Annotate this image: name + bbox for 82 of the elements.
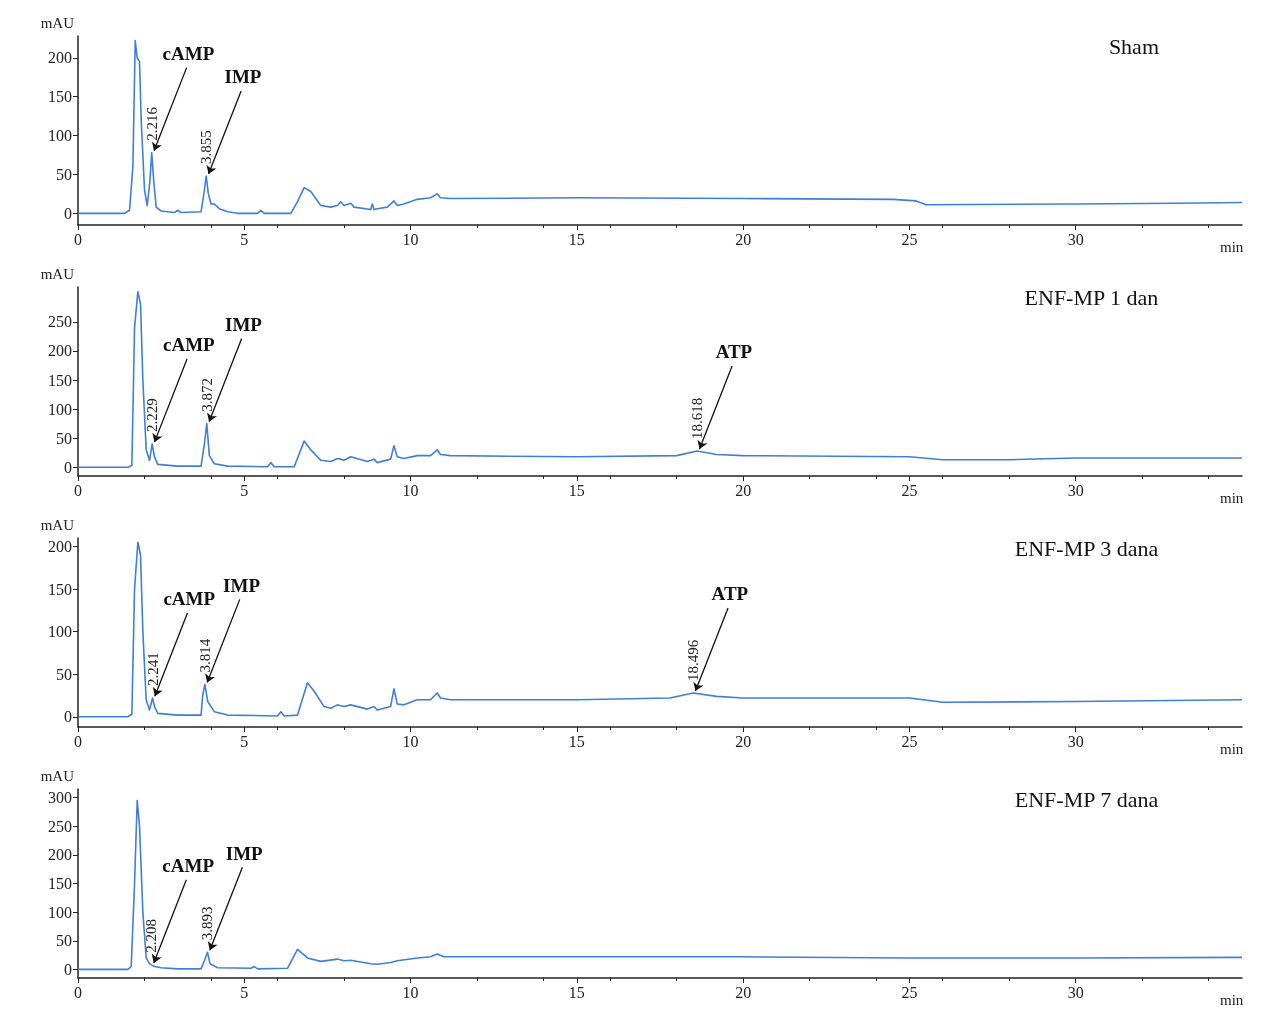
- y-tick-label: 0: [64, 458, 72, 476]
- annotation: 3.855: [198, 130, 215, 164]
- x-axis-title: min: [1220, 991, 1244, 1008]
- x-tick-label: 15: [568, 732, 585, 750]
- y-tick-label: 200: [48, 538, 72, 556]
- x-tick-label: 10: [402, 481, 419, 499]
- x-axis-title: min: [1220, 740, 1244, 757]
- annotation: ATP: [715, 341, 753, 363]
- x-tick-label: 10: [402, 732, 419, 750]
- y-tick-label: 50: [56, 932, 72, 950]
- x-tick-label: 25: [901, 230, 918, 248]
- annotation: 3.814: [196, 638, 213, 673]
- x-tick-label: 5: [240, 983, 249, 1001]
- x-tick-label: 15: [568, 481, 585, 499]
- annotation: IMP: [223, 574, 261, 596]
- x-axis-title: min: [1220, 489, 1244, 506]
- annotation: cAMP: [162, 855, 215, 877]
- y-axis-title: mAU: [40, 516, 75, 533]
- line-series: [77, 290, 1243, 469]
- y-tick-label: 200: [48, 342, 72, 360]
- y-tick-label: 100: [48, 903, 72, 921]
- y-tick-label: 150: [48, 88, 72, 106]
- y-tick-label: 150: [48, 371, 72, 389]
- annotation: 18.618: [689, 397, 706, 439]
- y-tick-label: 50: [56, 665, 72, 683]
- y-tick-label: 150: [48, 875, 72, 892]
- annotation: IMP: [224, 66, 262, 88]
- x-tick-label: 25: [901, 732, 918, 750]
- x-tick-label: 30: [1067, 481, 1084, 499]
- y-axis-title: mAU: [40, 14, 75, 31]
- x-tick-label: 25: [901, 481, 918, 499]
- y-tick-label: 50: [56, 165, 72, 183]
- y-tick-label: 150: [48, 580, 72, 598]
- y-axis-title: mAU: [40, 265, 75, 282]
- y-tick-label: 0: [64, 708, 72, 726]
- x-axis-title: min: [1220, 238, 1244, 255]
- chart-title: ENF-MP 7 dana: [1014, 786, 1159, 812]
- y-tick-label: 200: [48, 49, 72, 67]
- x-tick-label: 30: [1067, 983, 1084, 1001]
- annotation: IMP: [225, 313, 263, 335]
- x-tick-label: 10: [402, 983, 419, 1001]
- x-tick-label: 5: [240, 230, 249, 248]
- annotation: cAMP: [162, 42, 215, 64]
- x-tick-label: 30: [1067, 230, 1084, 248]
- x-tick-label: 20: [735, 732, 752, 750]
- y-tick-label: 0: [64, 960, 72, 978]
- annotation: 3.872: [198, 377, 215, 412]
- x-tick-label: 5: [240, 732, 249, 750]
- y-tick-label: 100: [48, 127, 72, 145]
- annotation: 3.893: [199, 906, 216, 941]
- x-tick-label: 15: [568, 230, 585, 248]
- line-series: [77, 541, 1243, 718]
- y-tick-label: 250: [48, 817, 72, 835]
- y-tick-label: 100: [48, 400, 72, 418]
- chart-title: ENF-MP 1 dan: [1024, 284, 1159, 310]
- x-tick-label: 30: [1067, 732, 1084, 750]
- y-tick-label: 300: [48, 789, 72, 807]
- x-tick-label: 25: [901, 983, 918, 1001]
- chart-title: Sham: [1108, 33, 1160, 59]
- annotation: 2.229: [144, 398, 161, 433]
- line-series: [77, 39, 1243, 215]
- annotation: cAMP: [163, 334, 216, 356]
- y-tick-label: 100: [48, 623, 72, 641]
- annotation: 18.496: [685, 639, 702, 681]
- x-tick-label: 15: [568, 983, 585, 1001]
- annotation: cAMP: [163, 588, 216, 610]
- x-tick-label: 20: [735, 230, 752, 248]
- annotation: IMP: [225, 842, 264, 864]
- chart-title: ENF-MP 3 dana: [1014, 535, 1159, 561]
- annotation: 2.208: [143, 919, 160, 953]
- x-tick-label: 5: [240, 481, 249, 499]
- y-tick-label: 0: [64, 204, 72, 222]
- y-tick-label: 200: [48, 846, 72, 864]
- annotation: 2.241: [144, 652, 161, 687]
- annotation: 2.216: [143, 106, 160, 141]
- annotation: ATP: [711, 583, 749, 605]
- y-tick-label: 250: [48, 313, 72, 331]
- y-tick-label: 50: [56, 429, 72, 447]
- x-tick-label: 20: [735, 481, 752, 499]
- x-tick-label: 10: [402, 230, 419, 248]
- x-tick-label: 20: [735, 983, 752, 1001]
- y-axis-title: mAU: [40, 767, 75, 784]
